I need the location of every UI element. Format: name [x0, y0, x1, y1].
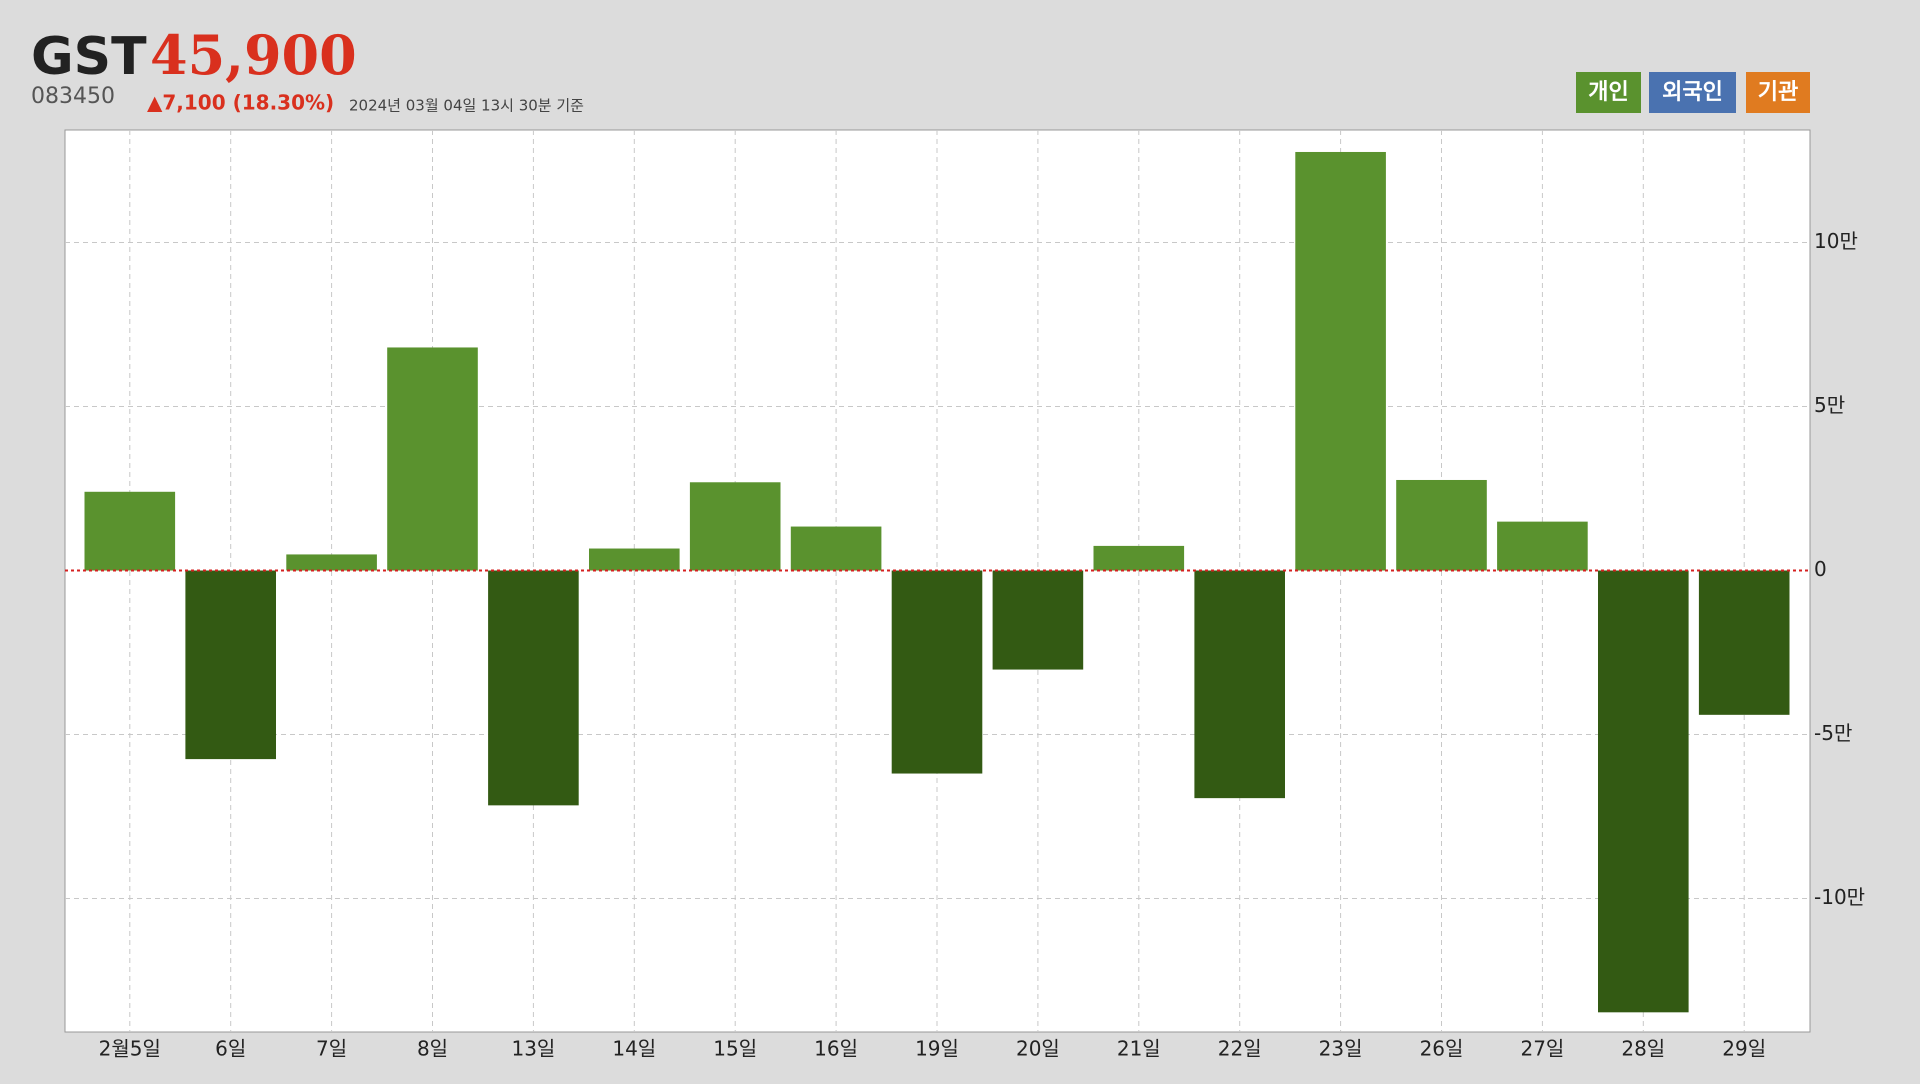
- bar: [1497, 521, 1588, 571]
- bar: [1093, 545, 1185, 571]
- bar: [1194, 570, 1285, 799]
- x-tick-label: 16일: [814, 1037, 858, 1061]
- x-tick-label: 29일: [1722, 1037, 1766, 1061]
- price-change: ▲7,100 (18.30%): [147, 91, 334, 115]
- x-tick-label: 19일: [915, 1037, 959, 1061]
- x-tick-label: 6일: [215, 1037, 246, 1061]
- x-tick-label: 27일: [1520, 1037, 1564, 1061]
- x-tick-label: 8일: [417, 1037, 448, 1061]
- x-tick-label: 21일: [1117, 1037, 1161, 1061]
- legend-label[interactable]: 개인: [1588, 80, 1628, 105]
- y-tick-label: 5만: [1814, 393, 1845, 417]
- bar: [84, 491, 176, 571]
- bar: [790, 526, 882, 571]
- x-tick-label: 26일: [1420, 1037, 1464, 1061]
- toggle-label[interactable]: 외국인: [1662, 80, 1723, 105]
- y-tick-label: -10만: [1814, 885, 1865, 909]
- bar: [1295, 151, 1386, 571]
- y-tick-label: 0: [1814, 557, 1827, 581]
- x-tick-label: 2월5일: [99, 1037, 161, 1061]
- toggle-label[interactable]: 기관: [1758, 80, 1798, 105]
- bar: [488, 570, 579, 806]
- bar: [891, 570, 983, 774]
- bar: [992, 570, 1084, 670]
- y-tick-label: -5만: [1814, 721, 1852, 745]
- bar: [1396, 479, 1487, 571]
- x-tick-label: 28일: [1621, 1037, 1665, 1061]
- stock-code: 083450: [31, 84, 115, 109]
- bar: [1698, 570, 1790, 715]
- toggle-button[interactable]: [1649, 72, 1736, 113]
- timestamp: 2024년 03월 04일 13시 30분 기준: [349, 97, 584, 115]
- y-tick-label: 10만: [1814, 229, 1858, 253]
- stock-price: 45,900: [150, 23, 357, 87]
- bar: [286, 554, 377, 571]
- x-tick-label: 20일: [1016, 1037, 1060, 1061]
- toggle-button[interactable]: [1746, 72, 1810, 113]
- x-tick-label: 22일: [1218, 1037, 1262, 1061]
- bar: [185, 570, 276, 760]
- x-tick-label: 13일: [511, 1037, 555, 1061]
- x-tick-label: 7일: [316, 1037, 347, 1061]
- stock-name: GST: [31, 27, 147, 87]
- x-tick-label: 23일: [1319, 1037, 1363, 1061]
- bar: [589, 548, 680, 571]
- x-tick-label: 15일: [713, 1037, 757, 1061]
- x-tick-label: 14일: [612, 1037, 656, 1061]
- bar: [689, 482, 781, 571]
- bar: [1598, 570, 1689, 1013]
- bar: [387, 347, 478, 571]
- legend-button[interactable]: [1576, 72, 1641, 113]
